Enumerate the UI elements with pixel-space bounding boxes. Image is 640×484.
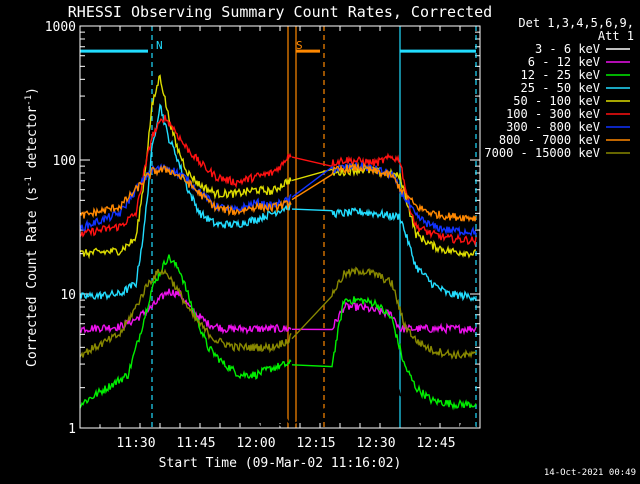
series-line-2-part1 bbox=[291, 296, 477, 411]
x-tick-label: 12:15 bbox=[296, 436, 335, 451]
legend-label: 7000 - 15000 keV bbox=[484, 146, 600, 160]
y-axis-label: Corrected Count Rate (s-1 detector-1) bbox=[24, 87, 40, 367]
legend-header-line2: Att 1 bbox=[598, 29, 634, 43]
series-line-6-part0 bbox=[79, 163, 292, 232]
chart-title: RHESSI Observing Summary Count Rates, Co… bbox=[68, 3, 492, 21]
y-axis-label-sup2: -1 bbox=[24, 95, 34, 106]
legend-label: 300 - 800 keV bbox=[506, 120, 600, 134]
y-axis-label-end: ) bbox=[25, 87, 40, 95]
series-line-5-part1 bbox=[291, 152, 477, 247]
legend-label: 50 - 100 keV bbox=[513, 94, 600, 108]
y-tick-label: 1 bbox=[68, 422, 76, 437]
x-tick-label: 12:00 bbox=[236, 436, 275, 451]
series-line-5-part0 bbox=[79, 114, 292, 238]
series-line-1-part0 bbox=[79, 288, 292, 335]
annotation-label: S bbox=[296, 39, 303, 52]
plot-frame bbox=[79, 25, 481, 429]
y-axis-label-sup1: -1 bbox=[24, 176, 34, 187]
y-axis-label-mid: detector bbox=[25, 106, 40, 177]
x-tick-label: 12:30 bbox=[356, 436, 395, 451]
series-line-7-part0 bbox=[79, 164, 292, 219]
series-line-8-part1 bbox=[291, 266, 477, 360]
x-tick-label: 12:45 bbox=[416, 436, 455, 451]
series-line-0-part0 bbox=[79, 320, 292, 431]
series-line-4-part1 bbox=[291, 164, 476, 259]
series-line-3-part1 bbox=[291, 206, 477, 302]
x-tick-label: 11:45 bbox=[176, 436, 215, 451]
series-line-4-part0 bbox=[79, 74, 292, 260]
annotation-label: N bbox=[156, 39, 163, 52]
legend-label: 3 - 6 keV bbox=[535, 42, 600, 56]
legend-label: 12 - 25 keV bbox=[521, 68, 600, 82]
y-axis-label-main: Corrected Count Rate (s bbox=[25, 187, 40, 367]
y-tick-label: 100 bbox=[53, 154, 76, 169]
legend-label: 6 - 12 keV bbox=[528, 55, 600, 69]
y-tick-label: 1000 bbox=[45, 20, 76, 35]
legend-label: 25 - 50 keV bbox=[521, 81, 600, 95]
y-tick-label: 10 bbox=[60, 288, 76, 303]
series-line-1-part1 bbox=[291, 301, 477, 336]
legend-label: 100 - 300 keV bbox=[506, 107, 600, 121]
legend-label: 800 - 7000 keV bbox=[499, 133, 600, 147]
legend-header-line1: Det 1,3,4,5,6,9, bbox=[518, 16, 634, 30]
series-line-7-part1 bbox=[291, 161, 477, 223]
x-axis-label: Start Time (09-Mar-02 11:16:02) bbox=[159, 456, 402, 471]
series-line-2-part0 bbox=[79, 254, 292, 409]
series-line-0-part1 bbox=[291, 362, 477, 431]
timestamp: 14-Oct-2021 00:49 bbox=[544, 468, 636, 478]
series-line-8-part0 bbox=[79, 268, 292, 358]
x-tick-label: 11:30 bbox=[116, 436, 155, 451]
